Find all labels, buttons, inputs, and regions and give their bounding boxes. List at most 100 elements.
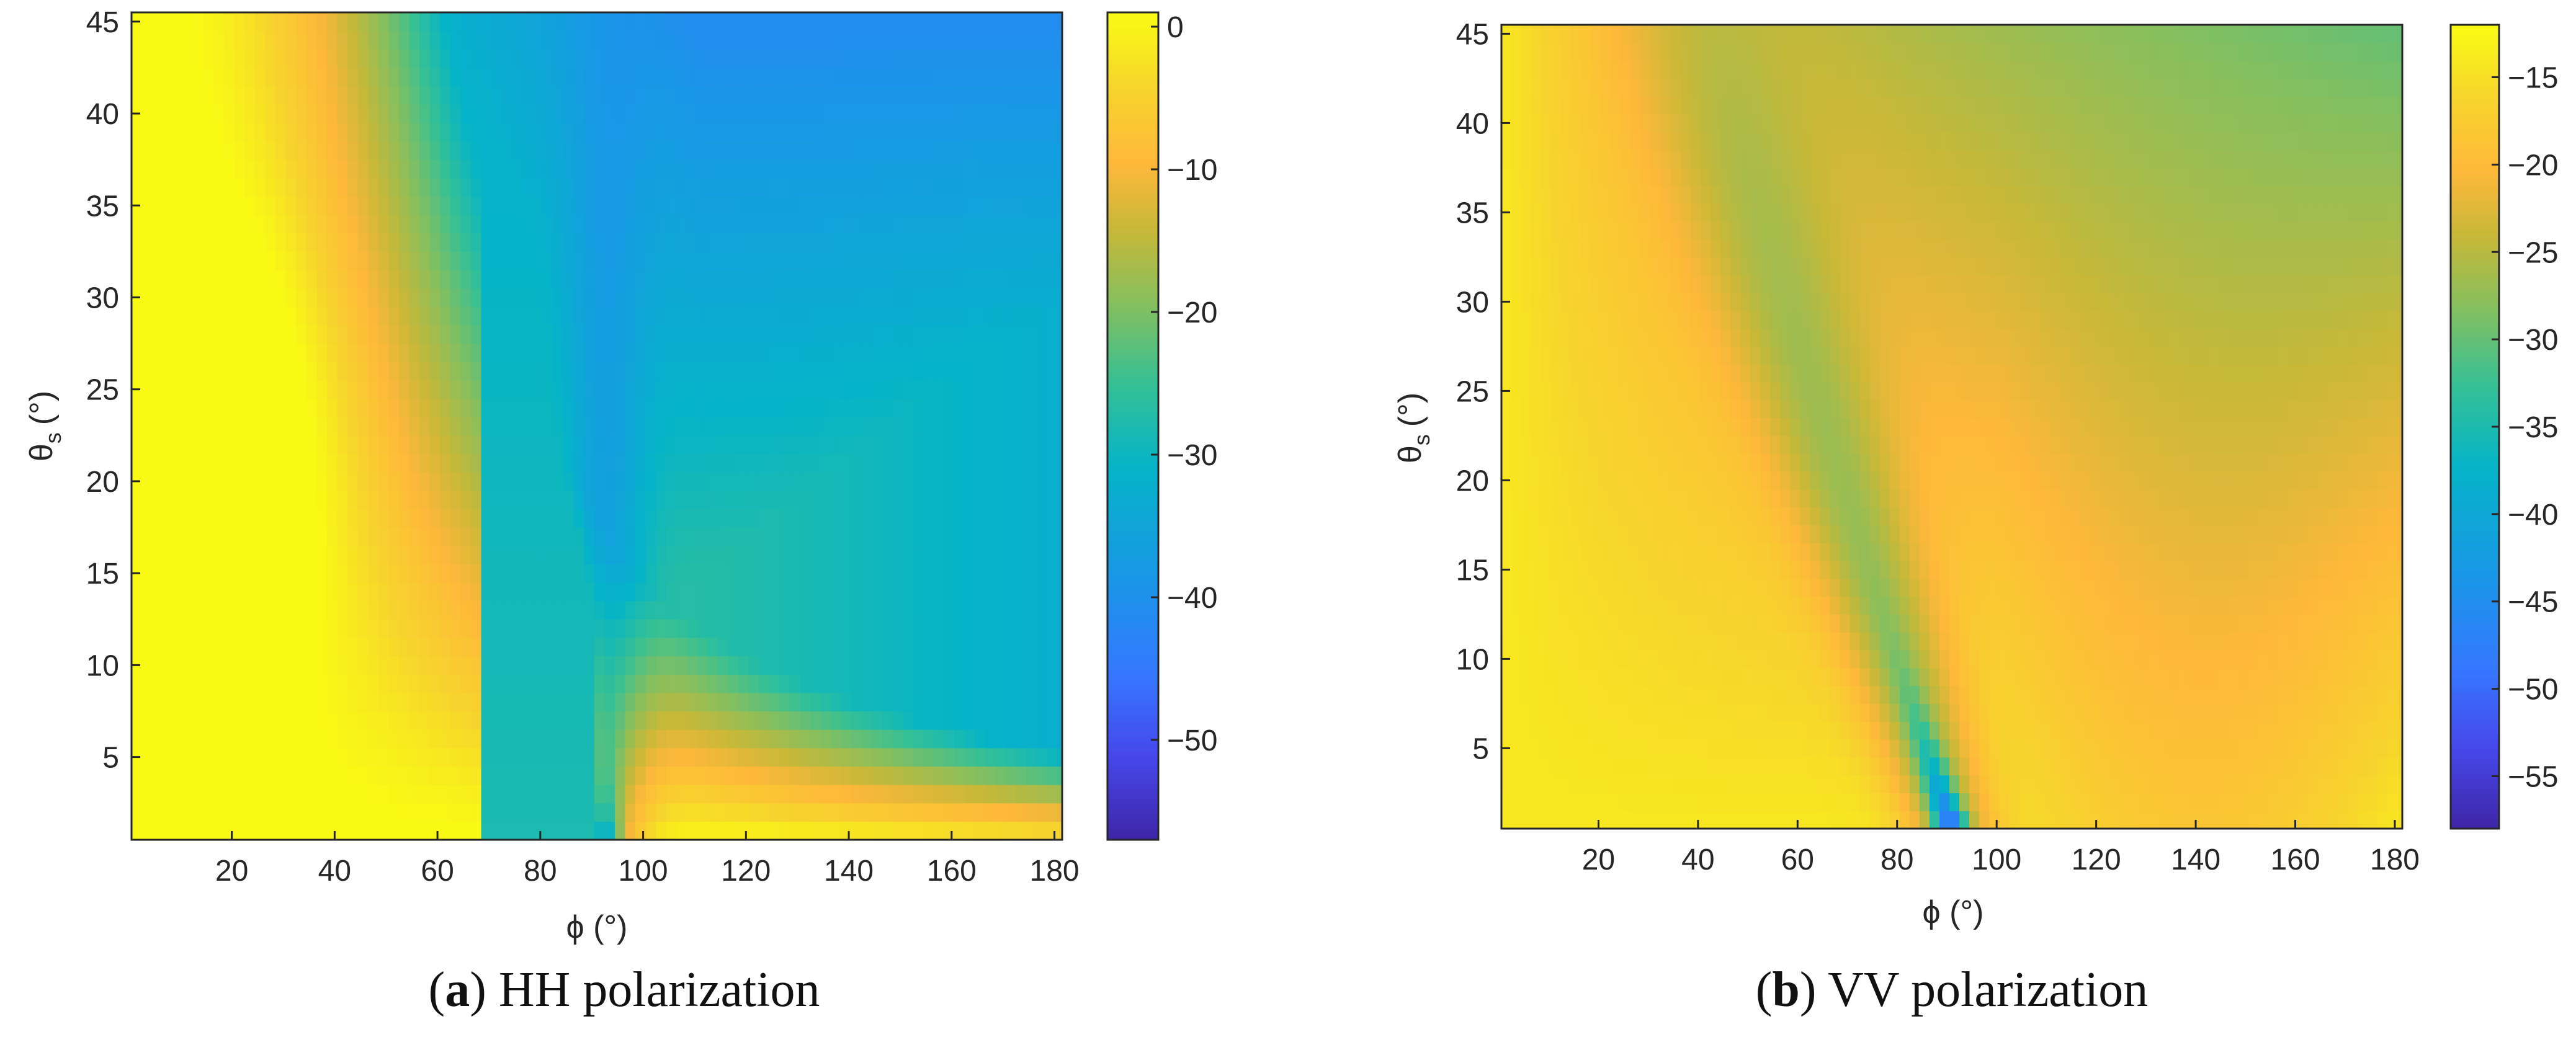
heatmap-cell [152,122,163,142]
heatmap-cell [1036,637,1047,657]
heatmap-cell [861,122,872,142]
heatmap-cell [676,398,687,417]
heatmap-cell [1026,545,1037,564]
heatmap-cell [532,86,543,105]
heatmap-cell [244,711,256,730]
heatmap-cell [964,270,975,289]
heatmap-cell [203,747,215,767]
heatmap-cell [1640,293,1652,311]
heatmap-cell [388,324,400,344]
heatmap-cell [213,803,225,822]
heatmap-cell [501,692,512,712]
heatmap-cell [1621,328,1632,347]
heatmap-cell [882,122,893,142]
heatmap-cell [203,380,215,399]
heatmap-cell [1561,793,1572,811]
heatmap-cell [748,177,759,197]
heatmap-cell [903,67,914,87]
heatmap-cell [944,159,955,179]
heatmap-cell [625,674,636,693]
heatmap-cell [1640,131,1652,151]
heatmap-cell [368,30,379,50]
heatmap-b [1501,25,2403,829]
heatmap-cell [800,30,811,50]
heatmap-cell [213,159,225,179]
heatmap-cell [738,324,749,344]
heatmap-cell [347,803,359,822]
heatmap-cell [985,67,996,87]
heatmap-cell [368,270,379,289]
heatmap-cell [285,435,297,455]
heatmap-cell [645,196,656,215]
heatmap-cell [1016,67,1027,87]
heatmap-cell [1611,685,1622,704]
heatmap-cell [409,343,420,362]
heatmap-cell [1057,417,1063,436]
heatmap-cell [1581,507,1591,525]
heatmap-cell [1630,417,1642,436]
heatmap-cell [203,67,215,87]
heatmap-cell [656,545,667,564]
heatmap-cell [501,435,512,455]
heatmap-cell [748,380,759,399]
heatmap-cell [1057,527,1063,546]
heatmap-cell [1047,86,1058,105]
heatmap-cell [1571,239,1581,257]
heatmap-cell [851,288,862,307]
heatmap-cell [1511,453,1522,472]
heatmap-cell [152,30,163,50]
heatmap-cell [1057,30,1063,50]
heatmap-cell [841,582,852,602]
colorbar-segment [1107,659,1158,665]
heatmap-cell [831,141,842,160]
heatmap-cell [234,600,245,620]
heatmap-cell [769,177,780,197]
plot-frame-a [130,11,1063,841]
heatmap-cell [1531,78,1542,97]
colorbar-segment [1107,229,1158,236]
heatmap-cell [697,215,708,234]
heatmap-cell [429,251,441,270]
heatmap-cell [460,509,472,528]
heatmap-cell [645,766,656,785]
heatmap-cell [542,766,554,785]
heatmap-cell [265,12,276,32]
heatmap-cell [1531,525,1542,543]
heatmap-cell [1016,324,1027,344]
heatmap-cell [203,306,215,326]
heatmap-cell [306,472,317,491]
heatmap-cell [584,233,595,252]
heatmap-cell [481,233,492,252]
heatmap-cell [429,545,441,564]
heatmap-cell [769,472,780,491]
heatmap-cell [831,803,842,822]
heatmap-cell [831,490,842,509]
heatmap-cell [224,509,235,528]
heatmap-cell [882,362,893,381]
heatmap-cell [1561,293,1572,311]
heatmap-cell [1551,703,1562,722]
heatmap-cell [512,30,523,50]
heatmap-cell [501,196,512,215]
heatmap-cell [1630,399,1642,419]
heatmap-cell [357,564,369,583]
heatmap-cell [1541,614,1552,633]
heatmap-cell [275,821,287,840]
heatmap-cell [357,600,369,620]
heatmap-cell [563,711,575,730]
heatmap-cell [872,398,883,417]
heatmap-cell [697,251,708,270]
heatmap-cell [306,527,317,546]
heatmap-cell [1057,67,1063,87]
heatmap-cell [1541,131,1552,151]
heatmap-cell [522,104,533,123]
heatmap-cell [162,803,173,822]
heatmap-cell [172,527,184,546]
heatmap-cell [512,674,523,693]
heatmap-cell [285,619,297,638]
heatmap-cell [789,251,800,270]
heatmap-cell [1047,251,1058,270]
heatmap-cell [1036,104,1047,123]
heatmap-cell [152,785,163,804]
heatmap-cell [337,196,348,215]
